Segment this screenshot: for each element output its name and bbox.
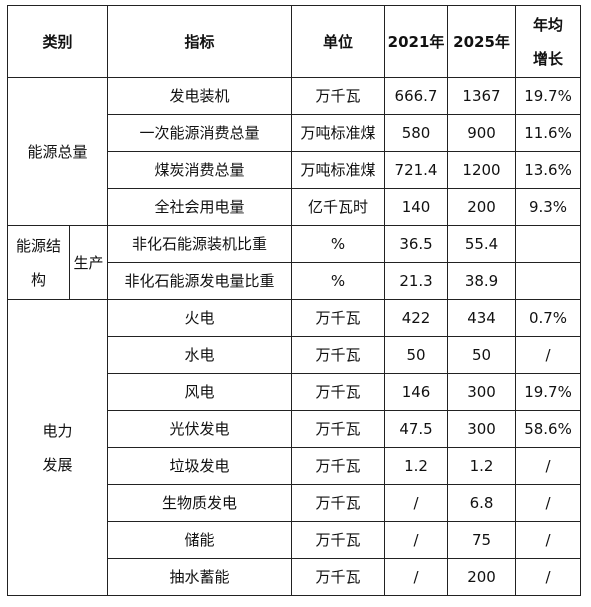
table-row: 抽水蓄能 万千瓦 / 200 / — [8, 558, 582, 596]
cell-growth: 9.3% — [515, 188, 582, 226]
header-2021: 2021年 — [384, 5, 449, 78]
cell-growth: / — [515, 558, 582, 596]
cell-2021: 140 — [384, 188, 449, 226]
cell-growth: / — [515, 336, 582, 374]
cell-2025: 300 — [447, 410, 517, 448]
cell-2025: 6.8 — [447, 484, 517, 522]
cell-indicator: 水电 — [107, 336, 293, 374]
cell-2025: 1.2 — [447, 447, 517, 485]
cell-2025: 75 — [447, 521, 517, 559]
header-growth: 年均 增长 — [515, 5, 582, 78]
header-unit: 单位 — [291, 5, 386, 78]
cell-2021: 721.4 — [384, 151, 449, 189]
header-growth-line1: 年均 — [533, 15, 564, 34]
header-growth-line2: 增长 — [533, 49, 564, 68]
cell-unit: 万千瓦 — [291, 558, 386, 596]
cell-unit: 万千瓦 — [291, 373, 386, 411]
header-2025: 2025年 — [447, 5, 517, 78]
cell-unit: 万千瓦 — [291, 77, 386, 115]
group-power-line2: 发展 — [42, 455, 73, 474]
table-row: 一次能源消费总量 万吨标准煤 580 900 11.6% — [8, 114, 582, 152]
cell-2021: / — [384, 484, 449, 522]
cell-2021: / — [384, 558, 449, 596]
group-structure-line2: 构 — [30, 270, 46, 289]
table-row: 能源结 构 生产 非化石能源装机比重 % 36.5 55.4 — [7, 225, 582, 300]
cell-unit: 万千瓦 — [291, 336, 386, 374]
cell-indicator: 非化石能源发电量比重 — [107, 262, 293, 300]
cell-unit: % — [291, 225, 386, 263]
cell-2021: 422 — [384, 299, 449, 337]
group-power-line1: 电力 — [42, 421, 73, 440]
group-structure-line1: 能源结 — [15, 236, 61, 255]
energy-indicators-table: 类别 指标 单位 2021年 2025年 年均 增长 能源总量 发电装机 万千瓦… — [6, 5, 582, 596]
cell-2021: / — [384, 521, 449, 559]
cell-growth: 13.6% — [515, 151, 582, 189]
cell-growth: 19.7% — [515, 373, 582, 411]
cell-indicator: 风电 — [107, 373, 293, 411]
cell-indicator: 垃圾发电 — [107, 447, 293, 485]
cell-indicator: 储能 — [107, 521, 293, 559]
table-row: 电力 发展 火电 万千瓦 422 434 0.7% — [6, 299, 582, 596]
cell-indicator: 抽水蓄能 — [107, 558, 293, 596]
cell-2025: 1200 — [447, 151, 517, 189]
table-row: 储能 万千瓦 / 75 / — [8, 521, 582, 559]
cell-unit: % — [291, 262, 386, 300]
cell-2021: 50 — [384, 336, 449, 374]
group-power-development: 电力 发展 — [6, 299, 109, 596]
cell-2025: 50 — [447, 336, 517, 374]
cell-growth: 58.6% — [515, 410, 582, 448]
cell-indicator: 煤炭消费总量 — [107, 151, 293, 189]
cell-indicator: 火电 — [107, 299, 293, 337]
cell-2025: 300 — [447, 373, 517, 411]
cell-2025: 900 — [447, 114, 517, 152]
cell-2025: 200 — [447, 188, 517, 226]
cell-unit: 万千瓦 — [291, 410, 386, 448]
cell-indicator: 生物质发电 — [107, 484, 293, 522]
cell-2021: 666.7 — [384, 77, 449, 115]
group-production: 生产 — [68, 225, 109, 300]
cell-growth: / — [515, 521, 582, 559]
cell-indicator: 光伏发电 — [107, 410, 293, 448]
cell-unit: 万千瓦 — [291, 447, 386, 485]
cell-indicator: 发电装机 — [107, 77, 293, 115]
table-row: 非化石能源发电量比重 % 21.3 38.9 — [8, 262, 582, 300]
cell-2021: 1.2 — [384, 447, 449, 485]
cell-2021: 47.5 — [384, 410, 449, 448]
cell-2021: 146 — [384, 373, 449, 411]
cell-indicator: 非化石能源装机比重 — [107, 225, 293, 263]
cell-growth — [515, 225, 582, 263]
cell-indicator: 全社会用电量 — [107, 188, 293, 226]
cell-unit: 万千瓦 — [291, 521, 386, 559]
header-indicator: 指标 — [107, 5, 293, 78]
cell-unit: 亿千瓦时 — [291, 188, 386, 226]
cell-2021: 21.3 — [384, 262, 449, 300]
cell-2025: 55.4 — [447, 225, 517, 263]
table-row: 煤炭消费总量 万吨标准煤 721.4 1200 13.6% — [8, 151, 582, 189]
header-category: 类别 — [6, 5, 109, 78]
cell-growth — [515, 262, 582, 300]
cell-2025: 200 — [447, 558, 517, 596]
cell-2025: 1367 — [447, 77, 517, 115]
cell-growth: 0.7% — [515, 299, 582, 337]
cell-growth: 19.7% — [515, 77, 582, 115]
cell-indicator: 一次能源消费总量 — [107, 114, 293, 152]
cell-2021: 36.5 — [384, 225, 449, 263]
cell-unit: 万千瓦 — [291, 299, 386, 337]
cell-growth: / — [515, 484, 582, 522]
cell-2021: 580 — [384, 114, 449, 152]
cell-growth: / — [515, 447, 582, 485]
cell-unit: 万吨标准煤 — [291, 151, 386, 189]
cell-unit: 万吨标准煤 — [291, 114, 386, 152]
cell-growth: 11.6% — [515, 114, 582, 152]
group-energy-total: 能源总量 — [6, 77, 109, 226]
cell-2025: 434 — [447, 299, 517, 337]
table-row: 全社会用电量 亿千瓦时 140 200 9.3% — [8, 188, 582, 226]
cell-unit: 万千瓦 — [291, 484, 386, 522]
header-row: 类别 指标 单位 2021年 2025年 年均 增长 — [6, 5, 582, 78]
table-row: 垃圾发电 万千瓦 1.2 1.2 / — [8, 447, 582, 485]
group-energy-structure: 能源结 构 — [7, 225, 70, 300]
table-row: 能源总量 发电装机 万千瓦 666.7 1367 19.7% — [6, 77, 582, 226]
cell-2025: 38.9 — [447, 262, 517, 300]
